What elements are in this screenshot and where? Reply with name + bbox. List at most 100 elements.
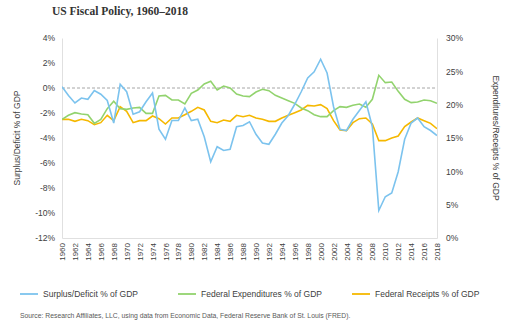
legend-swatch bbox=[352, 293, 370, 295]
x-tick: 2012 bbox=[394, 238, 403, 261]
legend-label: Federal Expenditures % of GDP bbox=[201, 289, 322, 299]
x-tick-label: 1990 bbox=[252, 242, 261, 260]
x-tick-label: 1960 bbox=[58, 242, 67, 260]
x-tick-label: 1994 bbox=[278, 242, 287, 260]
x-tick: 2008 bbox=[368, 238, 377, 261]
x-tick-label: 1962 bbox=[71, 242, 80, 260]
x-tick-label: 1976 bbox=[162, 242, 171, 260]
x-tick-label: 1996 bbox=[291, 242, 300, 260]
y-tick-label: -4% bbox=[40, 133, 56, 143]
x-tick-label: 1974 bbox=[149, 242, 158, 260]
x-tick: 2000 bbox=[317, 238, 326, 261]
x-tick: 1996 bbox=[291, 238, 300, 261]
x-tick: 2016 bbox=[420, 238, 429, 261]
y2-axis-title: Expenditures/Receipts % of GDP bbox=[491, 75, 501, 201]
y2-tick-label: 30% bbox=[446, 33, 463, 43]
legend-label: Surplus/Deficit % of GDP bbox=[43, 289, 138, 299]
y2-tick-label: 5% bbox=[446, 200, 459, 210]
legend: Surplus/Deficit % of GDP Federal Expendit… bbox=[20, 289, 480, 299]
y2-axis-line bbox=[437, 39, 438, 239]
legend-label: Federal Receipts % of GDP bbox=[375, 289, 480, 299]
x-tick: 1978 bbox=[174, 238, 183, 261]
x-tick: 1968 bbox=[110, 238, 119, 261]
x-tick-label: 2016 bbox=[420, 242, 429, 260]
x-tick: 1962 bbox=[71, 238, 80, 261]
legend-item: Surplus/Deficit % of GDP bbox=[20, 289, 138, 299]
x-tick: 2002 bbox=[330, 238, 339, 261]
x-tick-label: 1964 bbox=[84, 242, 93, 260]
y2-tick: 10% bbox=[437, 167, 463, 177]
y2-tick: 30% bbox=[437, 33, 463, 43]
y2-tick-label: 20% bbox=[446, 100, 463, 110]
x-tick-label: 2002 bbox=[330, 242, 339, 260]
x-tick: 1994 bbox=[278, 238, 287, 261]
y-tick: 2% bbox=[43, 58, 62, 68]
y-tick: -4% bbox=[40, 133, 62, 143]
x-tick: 1966 bbox=[97, 238, 106, 261]
x-tick: 2006 bbox=[355, 238, 364, 261]
x-tick-label: 2006 bbox=[355, 242, 364, 260]
x-tick: 1976 bbox=[162, 238, 171, 261]
x-tick: 1992 bbox=[265, 238, 274, 261]
x-tick-label: 2000 bbox=[317, 242, 326, 260]
series-line bbox=[62, 59, 437, 210]
x-tick-label: 1968 bbox=[110, 242, 119, 260]
x-tick: 1988 bbox=[239, 238, 248, 261]
x-tick: 1982 bbox=[200, 238, 209, 261]
y2-tick-label: 10% bbox=[446, 167, 463, 177]
x-tick: 1964 bbox=[84, 238, 93, 261]
y2-tick: 25% bbox=[437, 67, 463, 77]
x-tick-label: 2008 bbox=[368, 242, 377, 260]
x-tick-label: 1970 bbox=[123, 242, 132, 260]
x-tick: 1984 bbox=[213, 238, 222, 261]
x-tick-label: 1978 bbox=[174, 242, 183, 260]
x-tick: 1998 bbox=[304, 238, 313, 261]
x-tick: 2014 bbox=[407, 238, 416, 261]
y-tick-label: -6% bbox=[40, 158, 56, 168]
reference-line bbox=[62, 88, 437, 89]
x-tick-label: 1992 bbox=[265, 242, 274, 260]
x-tick-label: 2012 bbox=[394, 242, 403, 260]
y-tick: -6% bbox=[40, 158, 62, 168]
x-tick-label: 2014 bbox=[407, 242, 416, 260]
y2-tick: 0% bbox=[437, 233, 459, 243]
x-tick-label: 2018 bbox=[433, 242, 442, 260]
x-tick: 1974 bbox=[149, 238, 158, 261]
y2-tick-label: 15% bbox=[446, 133, 463, 143]
x-tick-label: 1998 bbox=[304, 242, 313, 260]
y-tick-label: -8% bbox=[40, 183, 56, 193]
y-axis-title: Surplus/Deficit % of GDP bbox=[12, 90, 22, 185]
x-tick-label: 1986 bbox=[226, 242, 235, 260]
legend-swatch bbox=[178, 293, 196, 295]
y-tick-label: -2% bbox=[40, 108, 56, 118]
x-tick: 1980 bbox=[187, 238, 196, 261]
y-tick: -2% bbox=[40, 108, 62, 118]
x-tick-label: 1982 bbox=[200, 242, 209, 260]
x-tick: 1960 bbox=[58, 238, 67, 261]
plot-area bbox=[62, 59, 437, 210]
y2-tick-label: 25% bbox=[446, 67, 463, 77]
source-note: Source: Research Affiliates, LLC, using … bbox=[20, 312, 351, 320]
x-tick: 2004 bbox=[343, 238, 352, 261]
x-tick-label: 1984 bbox=[213, 242, 222, 260]
x-tick: 1970 bbox=[123, 238, 132, 261]
x-tick-label: 1988 bbox=[239, 242, 248, 260]
title: US Fiscal Policy, 1960–2018 bbox=[52, 5, 188, 18]
y-tick: -12% bbox=[35, 233, 62, 243]
x-tick: 2010 bbox=[381, 238, 390, 261]
legend-swatch bbox=[20, 293, 38, 295]
x-axis: 1960 1962 1964 1966 1968 1970 1972 1974 19761978… bbox=[58, 238, 442, 261]
x-tick-label: 2010 bbox=[381, 242, 390, 260]
y-tick: -8% bbox=[40, 183, 62, 193]
x-tick: 2018 bbox=[433, 238, 442, 261]
x-tick: 1986 bbox=[226, 238, 235, 261]
x-tick-label: 1972 bbox=[136, 242, 145, 260]
y-axis: -12%-10%-8%-6%-4%-2%0%2%4% bbox=[35, 33, 62, 243]
y2-tick-label: 0% bbox=[446, 233, 459, 243]
y-tick-label: -12% bbox=[35, 233, 55, 243]
chart: US Fiscal Policy, 1960–2018-12%-10%-8%-6… bbox=[0, 0, 509, 332]
x-axis-line bbox=[63, 238, 438, 239]
y2-axis: 0% 5% 10% 15% 20% 25% 30% bbox=[437, 33, 463, 243]
y-tick: 4% bbox=[43, 33, 62, 43]
legend-item: Federal Receipts % of GDP bbox=[352, 289, 480, 299]
